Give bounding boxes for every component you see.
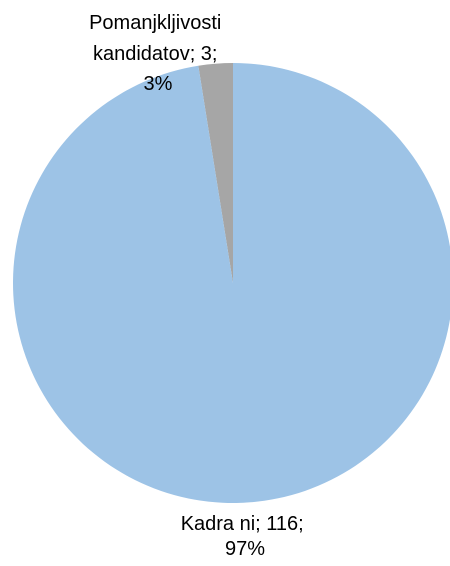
pie-slice-pomanjkljivosti-kandidatov (198, 63, 233, 283)
pie-slices (13, 63, 450, 503)
data-label-kadra-ni: Kadra ni; 116; 97% (181, 513, 310, 560)
pie-slice-kadra-ni (13, 63, 450, 503)
data-label-pomanjkljivosti-kandidatov: Pomanjkljivosti kandidatov; 3; 3% (89, 12, 227, 95)
